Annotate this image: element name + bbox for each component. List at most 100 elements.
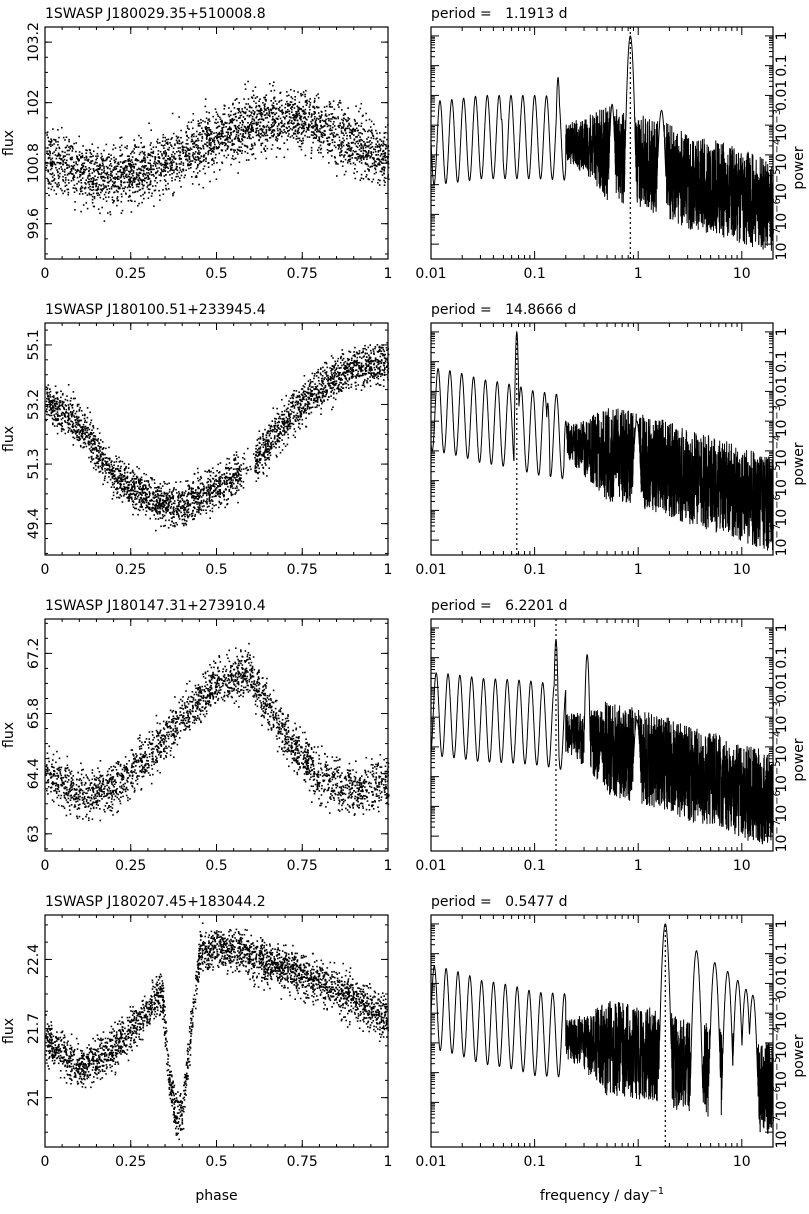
data-point xyxy=(373,164,375,167)
data-point xyxy=(321,402,323,405)
data-point xyxy=(73,431,75,433)
data-point xyxy=(138,498,141,501)
data-point xyxy=(161,153,163,155)
data-point xyxy=(286,91,288,93)
data-point xyxy=(266,140,269,142)
data-point xyxy=(244,132,247,135)
data-point xyxy=(132,513,134,516)
data-point xyxy=(289,409,292,411)
data-point xyxy=(52,152,54,155)
data-point xyxy=(255,121,257,124)
data-point xyxy=(172,497,174,500)
data-point xyxy=(71,166,74,168)
data-point xyxy=(195,497,197,499)
data-point xyxy=(238,124,240,127)
data-point xyxy=(99,459,102,462)
data-point xyxy=(235,135,237,138)
data-point xyxy=(172,525,174,527)
data-point xyxy=(208,142,210,144)
data-point xyxy=(77,428,80,431)
data-point xyxy=(188,153,191,155)
data-point xyxy=(177,136,180,138)
data-point xyxy=(248,136,251,138)
data-point xyxy=(147,184,149,187)
data-point xyxy=(167,171,169,173)
data-point xyxy=(327,378,330,380)
data-point xyxy=(132,179,135,182)
data-point xyxy=(265,132,267,134)
data-point xyxy=(228,115,231,118)
data-point xyxy=(143,484,145,486)
data-point xyxy=(294,133,297,135)
data-point xyxy=(87,186,90,189)
data-point xyxy=(273,119,275,121)
data-point xyxy=(349,155,351,158)
data-point xyxy=(250,127,253,130)
data-point xyxy=(241,119,244,122)
data-point xyxy=(193,506,195,508)
data-point xyxy=(118,480,121,482)
data-point xyxy=(66,188,69,191)
data-point xyxy=(242,121,244,124)
data-point xyxy=(130,152,132,155)
data-point xyxy=(289,416,291,419)
data-point xyxy=(124,146,126,149)
data-point xyxy=(302,411,305,413)
data-point xyxy=(279,417,282,420)
data-point xyxy=(329,102,332,105)
data-point xyxy=(237,117,240,119)
data-point xyxy=(231,481,234,484)
data-point xyxy=(316,406,318,408)
data-point xyxy=(197,123,200,125)
data-point xyxy=(85,168,88,170)
data-point xyxy=(374,358,377,361)
data-point xyxy=(160,174,162,177)
data-point xyxy=(311,395,314,398)
data-point xyxy=(289,419,291,421)
data-point xyxy=(320,152,322,154)
data-point xyxy=(53,151,56,153)
data-point xyxy=(78,151,81,153)
data-point xyxy=(114,477,117,479)
data-point xyxy=(264,96,266,99)
data-point xyxy=(153,479,156,481)
data-point xyxy=(177,175,179,178)
data-point xyxy=(190,487,193,489)
data-point xyxy=(282,413,285,416)
data-point xyxy=(123,486,126,489)
data-point xyxy=(116,491,119,493)
data-point xyxy=(263,133,266,136)
data-point xyxy=(155,146,157,148)
data-point xyxy=(112,467,115,469)
data-point xyxy=(263,96,265,99)
data-point xyxy=(105,143,108,146)
data-point xyxy=(346,373,349,376)
data-point xyxy=(200,148,202,150)
data-point xyxy=(240,468,243,471)
data-point xyxy=(160,492,163,495)
data-point xyxy=(376,376,378,379)
data-point xyxy=(229,141,231,143)
data-point xyxy=(86,207,89,210)
data-point xyxy=(215,122,218,125)
data-point xyxy=(276,133,279,135)
data-point xyxy=(163,147,165,149)
data-point xyxy=(106,171,109,174)
data-point xyxy=(138,177,141,179)
data-point xyxy=(291,120,293,122)
data-point xyxy=(200,140,203,142)
data-point xyxy=(58,184,60,186)
data-point xyxy=(45,410,47,412)
data-point xyxy=(161,140,164,142)
data-point xyxy=(364,344,366,347)
data-point xyxy=(207,152,210,154)
data-point xyxy=(133,482,135,484)
data-point xyxy=(215,111,218,113)
data-point xyxy=(229,481,231,484)
data-point xyxy=(88,170,90,173)
data-point xyxy=(319,131,322,133)
data-point xyxy=(171,493,173,496)
data-point xyxy=(187,508,190,510)
data-point xyxy=(383,132,386,134)
data-point xyxy=(113,464,115,466)
